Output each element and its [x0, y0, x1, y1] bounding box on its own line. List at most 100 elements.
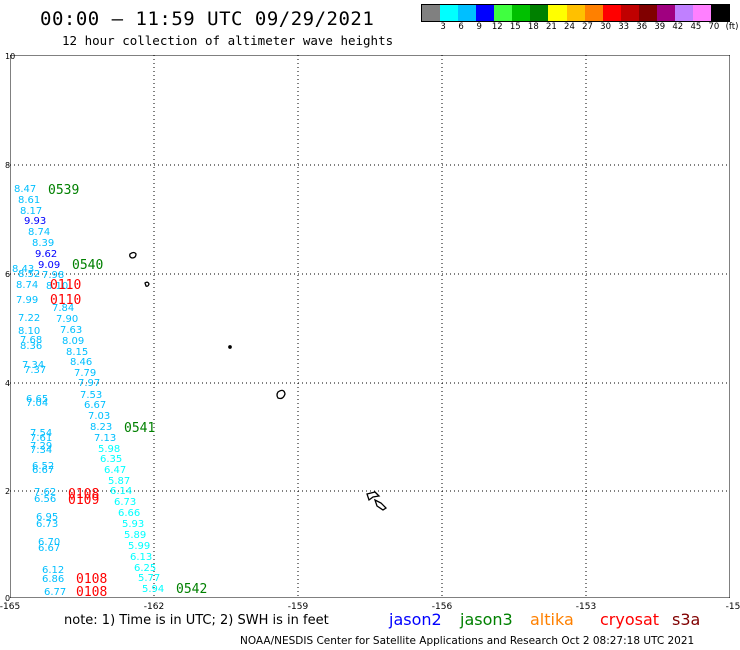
wave-height-value: 7.53	[80, 390, 103, 401]
wave-height-value: 8.74	[28, 227, 51, 238]
y-tick-label: 4	[5, 379, 11, 388]
wave-height-value: 7.61	[30, 433, 53, 444]
wave-height-value: 8.46	[70, 357, 93, 368]
wave-height-value: 7.98	[42, 270, 65, 281]
wave-height-value: 8.17	[20, 206, 43, 217]
legend-label: 18	[527, 22, 539, 32]
legend-swatch	[422, 5, 441, 21]
legend-label: (ft)	[725, 22, 739, 32]
island-kauai	[276, 389, 286, 400]
pass-time-label: 0540	[72, 258, 104, 273]
wave-height-value: 6.47	[104, 465, 127, 476]
wave-height-value: 6.67	[38, 543, 61, 554]
legend-swatch	[620, 5, 639, 21]
island-necker	[144, 281, 150, 287]
pass-time-label: 0108	[68, 487, 100, 502]
wave-height-value: 6.65	[26, 394, 49, 405]
pass-time-label: 0110	[50, 293, 82, 308]
island-molokai	[366, 491, 381, 502]
legend-label: 39	[654, 22, 666, 32]
legend-label: 21	[545, 22, 557, 32]
wave-height-value: 6.52	[32, 461, 55, 472]
wave-height-value: 8.10	[46, 281, 69, 292]
wave-height-value: 5.99	[128, 541, 151, 552]
wave-height-value: 8.09	[62, 336, 85, 347]
wave-height-value: 8.15	[66, 347, 89, 358]
legend-swatch	[458, 5, 477, 21]
satellite-legend-jason3: jason3	[460, 610, 513, 629]
legend-label: 45	[690, 22, 702, 32]
satellite-legend-altika: altika	[530, 610, 574, 629]
legend-label: 36	[636, 22, 648, 32]
legend-label: 24	[564, 22, 575, 32]
credit-line: NOAA/NESDIS Center for Satellite Applica…	[240, 635, 695, 647]
legend-label: 33	[618, 22, 630, 32]
wave-height-value: 7.22	[18, 313, 41, 324]
legend-label: 3	[440, 22, 446, 32]
map-title: 00:00 – 11:59 UTC 09/29/2021	[40, 8, 375, 30]
wave-height-value: 9.62	[35, 249, 58, 260]
pass-time-label: 0541	[124, 421, 156, 436]
wave-height-value: 7.03	[88, 411, 111, 422]
island-hawaii-tip	[373, 498, 388, 511]
wave-height-value: 6.66	[118, 508, 141, 519]
legend-label: 30	[600, 22, 611, 32]
color-scale-labels: 3 6 9 12 15 18 21 24 27 30 33 36 39 42 45 70 (ft)	[421, 22, 740, 34]
legend-swatch	[711, 5, 730, 21]
wave-height-value: 5.93	[122, 519, 145, 530]
wave-height-value: 7.54	[30, 428, 53, 439]
wave-height-value: 7.97	[78, 378, 101, 389]
wave-height-value: 5.94	[142, 584, 165, 595]
y-tick-label: 0	[5, 594, 11, 603]
y-tick-label: 6	[5, 270, 11, 279]
wave-height-value: 6.12	[42, 565, 65, 576]
wave-height-value: 8.23	[90, 422, 113, 433]
wave-height-value: 6.13	[130, 552, 153, 563]
legend-swatch	[566, 5, 585, 21]
legend-swatch	[476, 5, 495, 21]
wave-height-value: 7.68	[20, 335, 43, 346]
wave-height-value: 7.63	[60, 325, 83, 336]
wave-height-value: 6.70	[38, 537, 61, 548]
map-subtitle: 12 hour collection of altimeter wave hei…	[62, 33, 394, 48]
legend-swatch	[530, 5, 549, 21]
wave-height-value: 8.47	[14, 184, 37, 195]
wave-height-value: 7.90	[56, 314, 79, 325]
x-tick-label: -15	[725, 602, 740, 612]
satellite-legend-cryosat: cryosat	[600, 610, 660, 629]
wave-height-value: 8.10	[18, 326, 41, 337]
island-nihoa	[129, 251, 137, 259]
island-small	[228, 345, 232, 349]
units-note: note: 1) Time is in UTC; 2) SWH is in fe…	[64, 613, 329, 628]
wave-height-value: 6.35	[100, 454, 123, 465]
x-tick-label: -156	[431, 602, 453, 612]
wave-height-value: 8.39	[32, 238, 55, 249]
wave-height-value: 8.52	[18, 269, 41, 280]
legend-swatch	[674, 5, 693, 21]
wave-height-value: 7.13	[94, 433, 117, 444]
legend-swatch	[602, 5, 621, 21]
x-tick-label: -159	[287, 602, 309, 612]
wave-height-value: 6.73	[114, 497, 137, 508]
wave-height-value: 6.77	[44, 587, 67, 598]
wave-height-value: 7.99	[16, 295, 39, 306]
legend-label: 12	[491, 22, 503, 32]
pass-time-label: 0108	[76, 585, 108, 600]
legend-label: 6	[458, 22, 464, 32]
satellite-legend-jason2: jason2	[389, 610, 442, 629]
legend-label: 27	[582, 22, 593, 32]
pass-time-label: 0109	[68, 493, 100, 508]
wave-height-value: 7.34	[30, 445, 53, 456]
wave-height-value: 7.04	[26, 398, 49, 409]
legend-swatch	[638, 5, 657, 21]
wave-height-value: 6.67	[32, 465, 55, 476]
legend-swatch	[440, 5, 459, 21]
wave-height-value: 8.61	[18, 195, 41, 206]
wave-height-value: 8.36	[20, 341, 43, 352]
legend-label: 15	[509, 22, 521, 32]
y-tick-label: 8	[5, 161, 11, 170]
y-tick-label: 10	[5, 52, 16, 61]
satellite-legend-s3a: s3a	[672, 610, 701, 629]
wave-height-value: 5.98	[98, 444, 121, 455]
wave-height-value: 9.09	[38, 260, 61, 271]
